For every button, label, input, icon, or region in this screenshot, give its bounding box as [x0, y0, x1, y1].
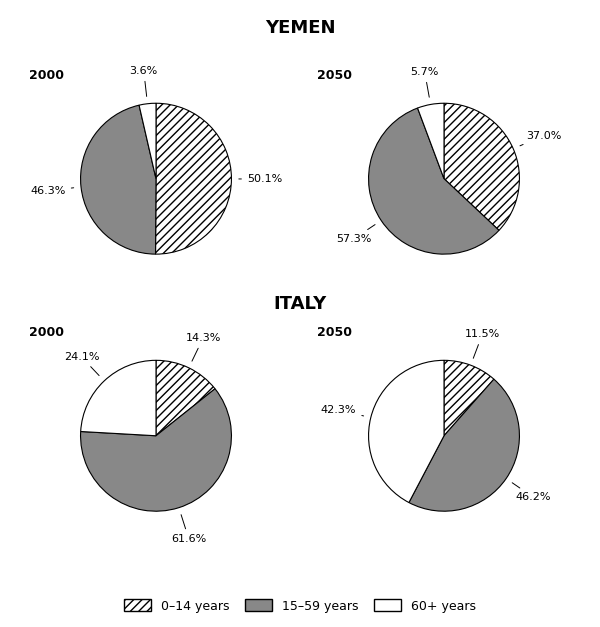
- Wedge shape: [80, 389, 232, 511]
- Wedge shape: [139, 103, 156, 179]
- Text: 37.0%: 37.0%: [520, 130, 562, 146]
- Text: 2050: 2050: [317, 326, 352, 339]
- Legend: 0–14 years, 15–59 years, 60+ years: 0–14 years, 15–59 years, 60+ years: [119, 594, 481, 618]
- Text: 61.6%: 61.6%: [171, 515, 206, 544]
- Text: 11.5%: 11.5%: [465, 329, 500, 358]
- Text: 2000: 2000: [29, 326, 64, 339]
- Text: ITALY: ITALY: [274, 295, 326, 313]
- Wedge shape: [368, 108, 499, 254]
- Wedge shape: [156, 361, 215, 436]
- Text: 2050: 2050: [317, 69, 352, 82]
- Text: 57.3%: 57.3%: [336, 224, 375, 244]
- Wedge shape: [80, 361, 156, 436]
- Text: 2000: 2000: [29, 69, 64, 82]
- Text: 14.3%: 14.3%: [185, 333, 221, 361]
- Text: YEMEN: YEMEN: [265, 19, 335, 37]
- Text: 46.2%: 46.2%: [512, 483, 551, 502]
- Wedge shape: [368, 361, 444, 503]
- Text: 5.7%: 5.7%: [410, 67, 439, 97]
- Wedge shape: [418, 103, 444, 179]
- Wedge shape: [409, 379, 520, 511]
- Text: 50.1%: 50.1%: [239, 174, 282, 184]
- Wedge shape: [444, 361, 494, 436]
- Text: 3.6%: 3.6%: [130, 66, 158, 97]
- Text: 24.1%: 24.1%: [64, 352, 99, 376]
- Wedge shape: [444, 103, 520, 230]
- Wedge shape: [80, 105, 156, 254]
- Wedge shape: [155, 103, 232, 254]
- Text: 46.3%: 46.3%: [31, 186, 74, 196]
- Text: 42.3%: 42.3%: [321, 405, 364, 416]
